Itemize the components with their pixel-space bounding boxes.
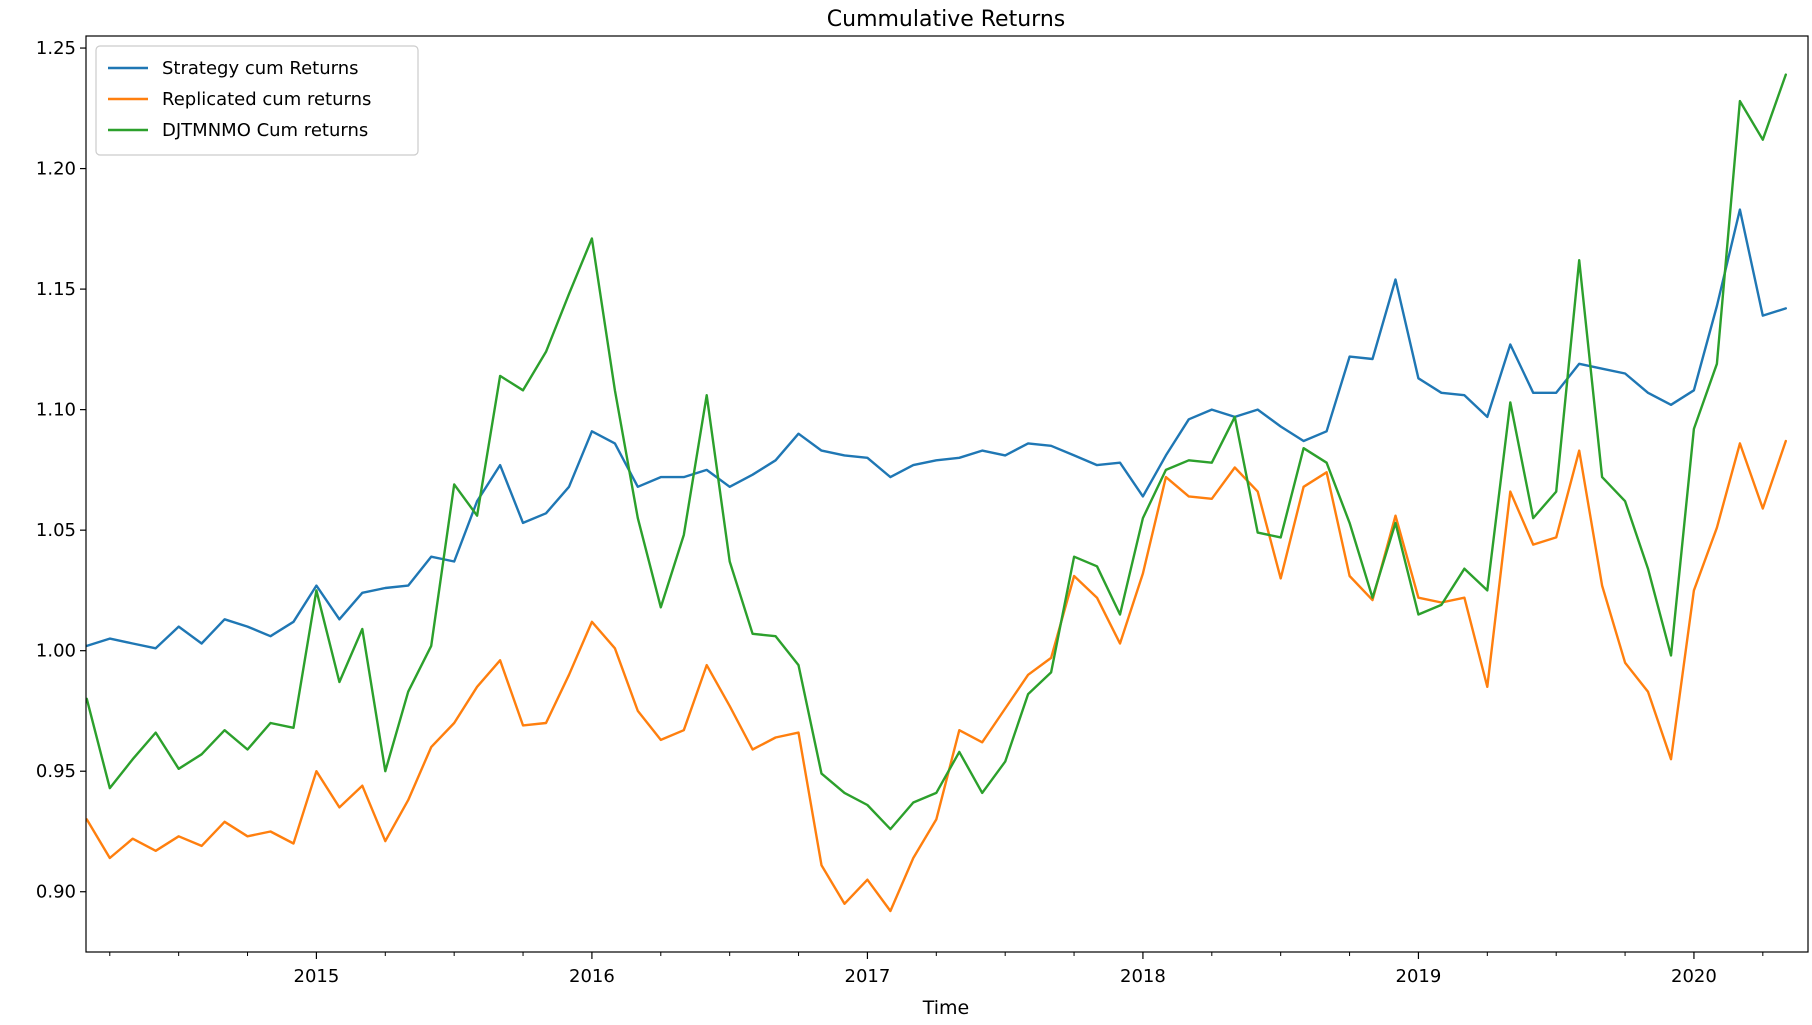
- series-line-1: [85, 208, 1788, 650]
- x-axis: 2015 2016 2017 2018 2019 2020: [109, 952, 1764, 987]
- x-tick-label: 2016: [569, 966, 615, 987]
- y-tick-label: 1.00: [36, 641, 76, 662]
- y-tick-label: 0.90: [36, 882, 76, 903]
- series-line-2: [85, 439, 1788, 913]
- y-axis: 0.90 0.95 1.00 1.05 1.10 1.15 1.20 1.25: [36, 38, 86, 903]
- x-tick-label: 2018: [1120, 966, 1166, 987]
- legend: Strategy cum Returns Replicated cum retur…: [95, 45, 419, 156]
- x-tick-label: 2020: [1671, 966, 1717, 987]
- y-tick-label: 1.20: [36, 159, 76, 180]
- y-tick-label: 0.95: [36, 761, 76, 782]
- plot-frame: [85, 35, 1809, 953]
- y-tick-label: 1.25: [36, 38, 76, 59]
- x-tick-label: 2019: [1396, 966, 1442, 987]
- y-tick-label: 1.05: [36, 520, 76, 541]
- y-tick-label: 1.10: [36, 400, 76, 421]
- plot-area: [85, 35, 1809, 953]
- legend-label: Strategy cum Returns: [162, 58, 359, 79]
- series-line-3: [85, 73, 1788, 831]
- x-axis-label: Time: [922, 997, 970, 1019]
- x-tick-label: 2015: [294, 966, 340, 987]
- chart-title: Cummulative Returns: [827, 7, 1065, 32]
- legend-box: [95, 45, 419, 156]
- legend-label: Replicated cum returns: [162, 89, 371, 110]
- x-tick-label: 2017: [845, 966, 891, 987]
- legend-label: DJTMNMO Cum returns: [162, 120, 368, 141]
- y-tick-label: 1.15: [36, 279, 76, 300]
